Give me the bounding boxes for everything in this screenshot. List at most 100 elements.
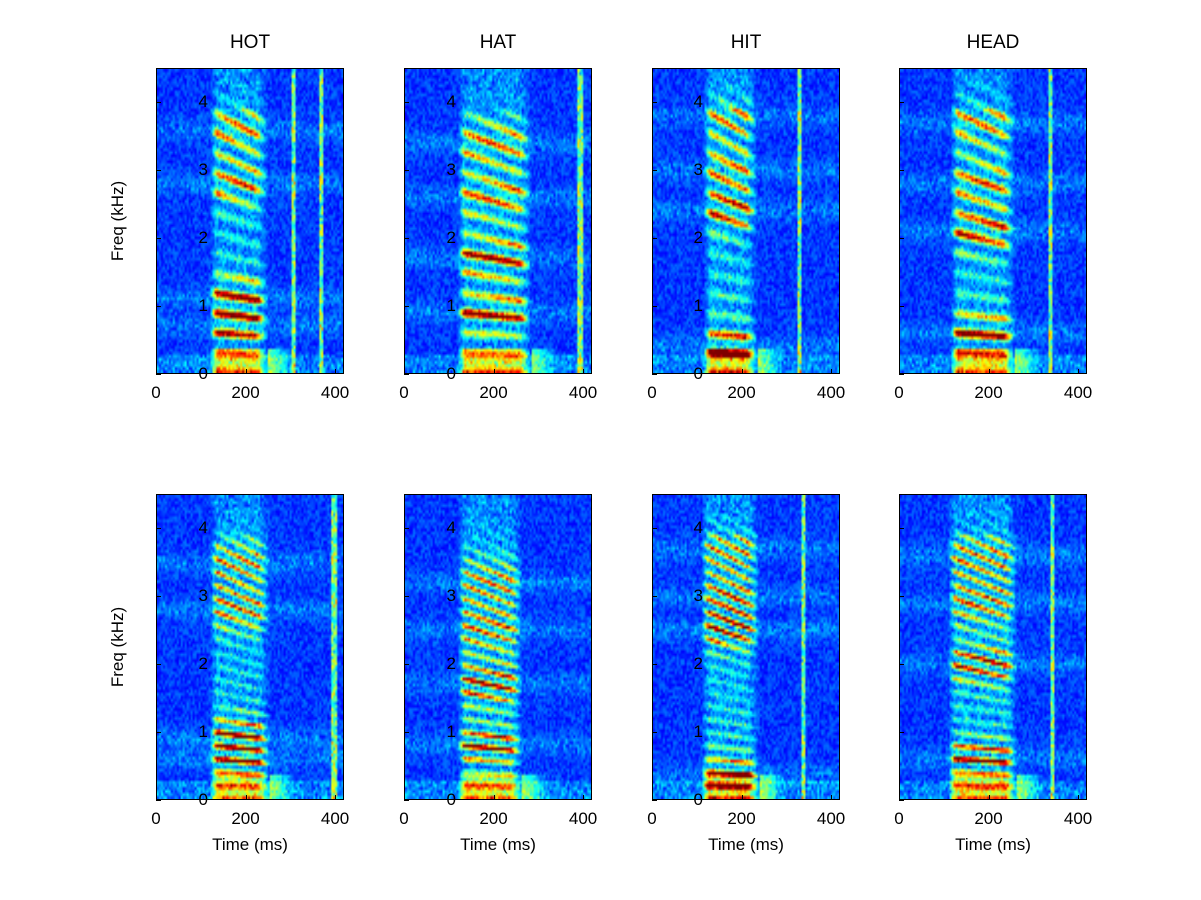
x-tick-label: 400 — [816, 383, 846, 402]
x-axis-label: Time (ms) — [708, 835, 784, 854]
y-tick-mark — [156, 306, 161, 307]
x-tick-mark — [988, 369, 990, 374]
y-tick-label: 4 — [693, 518, 703, 537]
y-tick-label: 3 — [693, 586, 703, 605]
x-tick-label: 0 — [151, 383, 161, 402]
x-tick-label: 200 — [727, 383, 756, 402]
spectrogram-heatmap — [157, 495, 343, 799]
y-tick-label: 2 — [198, 228, 208, 247]
x-tick-mark — [1078, 369, 1080, 374]
x-tick-mark — [335, 369, 337, 374]
y-tick-label: 3 — [198, 160, 208, 179]
y-tick-mark — [899, 528, 904, 529]
x-tick-mark — [1078, 795, 1080, 800]
y-tick-mark — [156, 800, 161, 801]
y-tick-mark — [899, 664, 904, 665]
spectrogram-heatmap — [405, 69, 591, 373]
y-tick-mark — [156, 596, 161, 597]
y-tick-label: 4 — [693, 92, 703, 111]
x-tick-mark — [988, 795, 990, 800]
y-tick-label: 3 — [693, 160, 703, 179]
y-tick-mark — [156, 374, 161, 375]
panel-title: HOT — [229, 32, 271, 53]
x-tick-mark — [652, 795, 653, 800]
y-tick-mark — [404, 664, 409, 665]
x-tick-mark — [583, 369, 585, 374]
y-tick-mark — [899, 596, 904, 597]
panel-title: HEAD — [966, 32, 1020, 53]
y-tick-mark — [652, 596, 657, 597]
y-tick-label: 0 — [693, 364, 703, 383]
x-tick-mark — [831, 795, 833, 800]
y-tick-label: 4 — [446, 92, 456, 111]
heatmap-plot-area — [652, 494, 840, 800]
y-tick-mark — [404, 528, 409, 529]
y-tick-mark — [899, 102, 904, 103]
y-tick-label: 3 — [446, 160, 456, 179]
y-tick-mark — [652, 238, 657, 239]
y-tick-label: 3 — [198, 586, 208, 605]
x-axis-label: Time (ms) — [460, 835, 536, 854]
x-tick-mark — [156, 369, 157, 374]
y-tick-mark — [404, 238, 409, 239]
y-tick-mark — [652, 732, 657, 733]
y-tick-label: 4 — [198, 518, 208, 537]
x-tick-label: 400 — [568, 809, 598, 828]
heatmap-plot-area — [156, 494, 344, 800]
y-tick-mark — [899, 238, 904, 239]
y-tick-mark — [652, 306, 657, 307]
x-tick-label: 400 — [320, 383, 350, 402]
y-tick-label: 2 — [693, 228, 703, 247]
y-tick-label: 0 — [198, 364, 208, 383]
y-tick-mark — [899, 374, 904, 375]
x-tick-label: 0 — [399, 383, 409, 402]
x-tick-label: 200 — [231, 809, 260, 828]
x-tick-mark — [899, 369, 900, 374]
x-tick-label: 0 — [151, 809, 161, 828]
y-tick-mark — [652, 800, 657, 801]
heatmap-plot-area — [404, 68, 592, 374]
y-tick-mark — [156, 664, 161, 665]
x-tick-mark — [583, 795, 585, 800]
x-tick-mark — [245, 795, 247, 800]
y-tick-mark — [899, 800, 904, 801]
y-tick-label: 2 — [693, 654, 703, 673]
y-axis-label: Freq (kHz) — [108, 606, 127, 688]
spectrogram-heatmap — [157, 69, 343, 373]
y-tick-label: 1 — [446, 722, 456, 741]
x-tick-label: 200 — [974, 383, 1003, 402]
y-tick-mark — [156, 732, 161, 733]
y-tick-label: 2 — [446, 228, 456, 247]
x-axis-label: Time (ms) — [955, 835, 1031, 854]
x-tick-mark — [404, 369, 405, 374]
x-tick-label: 0 — [399, 809, 409, 828]
heatmap-plot-area — [899, 68, 1087, 374]
y-tick-mark — [156, 238, 161, 239]
y-tick-label: 1 — [446, 296, 456, 315]
spectrogram-heatmap — [900, 69, 1086, 373]
x-tick-label: 0 — [894, 383, 904, 402]
x-tick-mark — [493, 795, 495, 800]
x-tick-mark — [404, 795, 405, 800]
y-tick-label: 0 — [198, 790, 208, 809]
spectrogram-heatmap — [653, 495, 839, 799]
x-tick-label: 400 — [1063, 809, 1093, 828]
x-axis-label: Time (ms) — [212, 835, 288, 854]
x-tick-mark — [741, 795, 743, 800]
y-tick-label: 0 — [446, 790, 456, 809]
x-tick-label: 200 — [479, 383, 508, 402]
y-tick-mark — [652, 664, 657, 665]
x-tick-mark — [899, 795, 900, 800]
y-tick-mark — [899, 170, 904, 171]
heatmap-plot-area — [404, 494, 592, 800]
y-tick-label: 4 — [446, 518, 456, 537]
x-tick-label: 200 — [231, 383, 260, 402]
spectrogram-heatmap — [900, 495, 1086, 799]
x-tick-mark — [335, 795, 337, 800]
y-tick-mark — [156, 170, 161, 171]
spectrogram-heatmap — [653, 69, 839, 373]
x-tick-label: 400 — [1063, 383, 1093, 402]
x-tick-label: 400 — [816, 809, 846, 828]
y-tick-label: 2 — [446, 654, 456, 673]
y-tick-mark — [899, 732, 904, 733]
